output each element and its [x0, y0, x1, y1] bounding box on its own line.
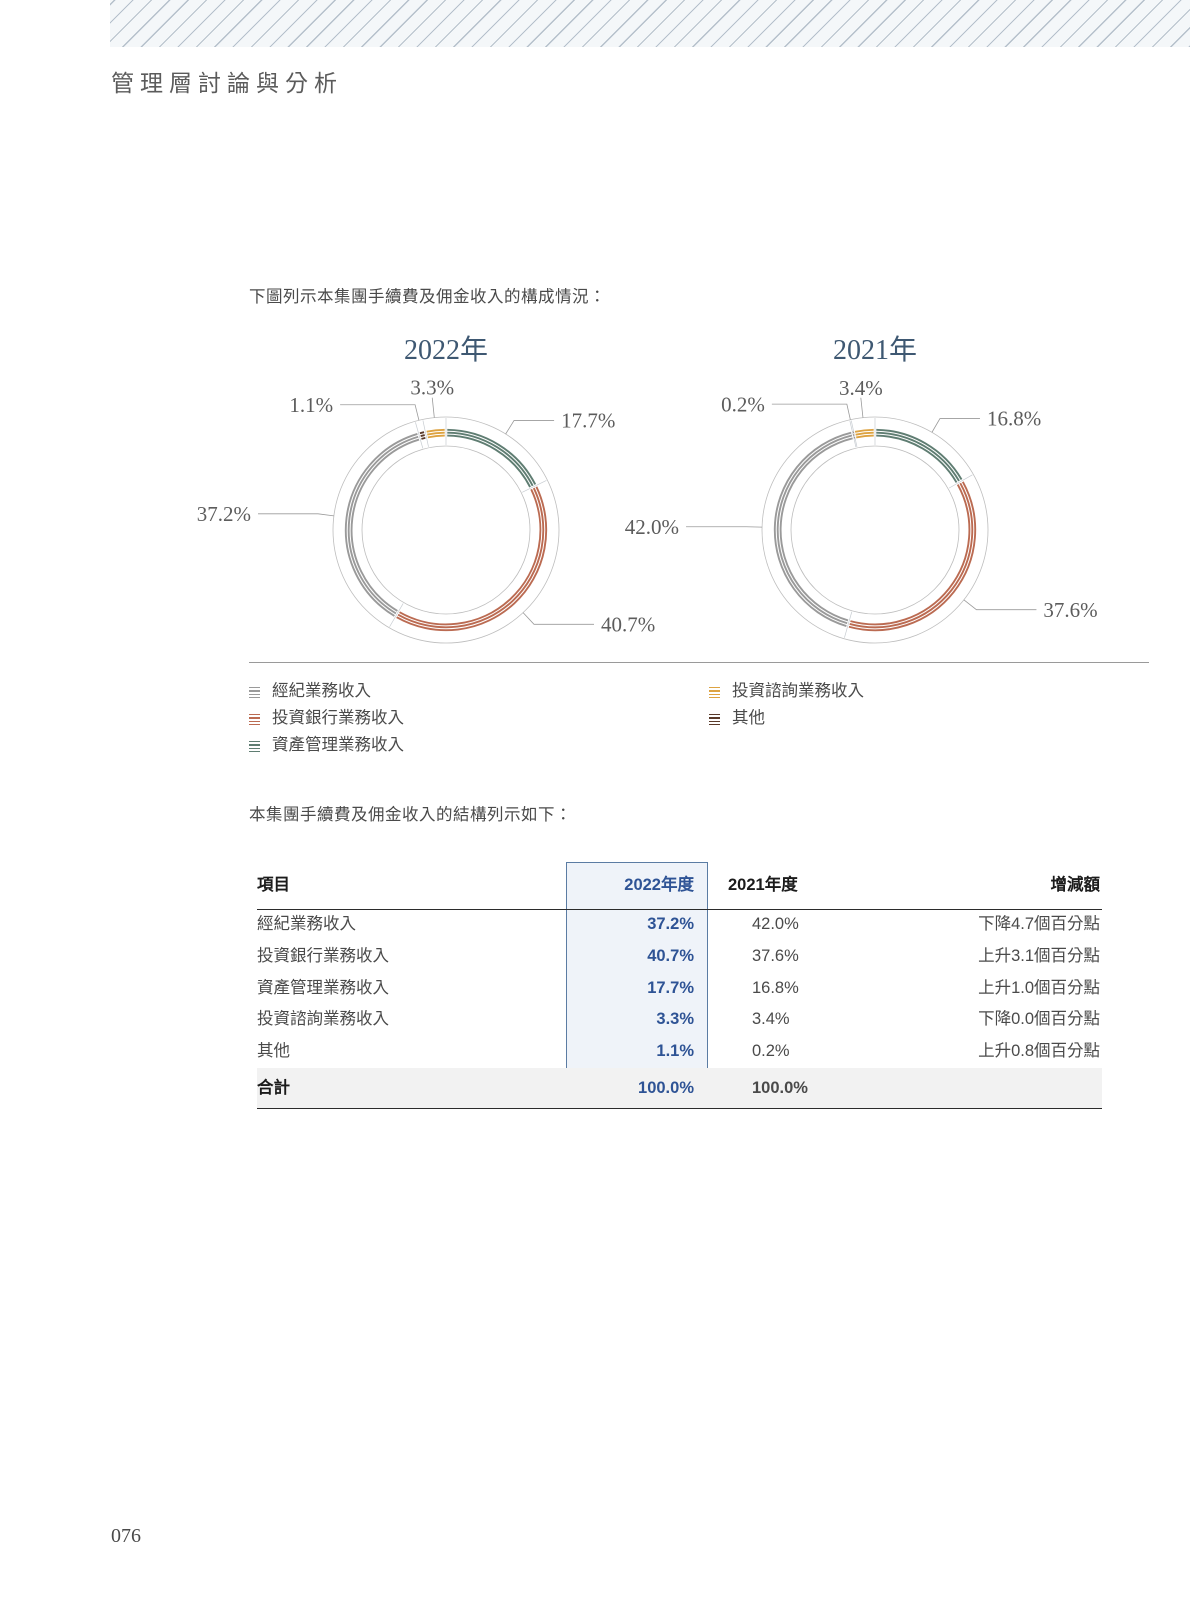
svg-text:40.7%: 40.7% — [601, 612, 655, 636]
svg-text:1.1%: 1.1% — [289, 393, 333, 417]
svg-text:2022年: 2022年 — [404, 334, 488, 366]
svg-text:0.2%: 0.2% — [721, 392, 765, 416]
svg-text:3.3%: 3.3% — [410, 376, 454, 400]
svg-text:42.0%: 42.0% — [625, 515, 679, 539]
svg-text:16.8%: 16.8% — [987, 407, 1041, 431]
svg-text:2021年: 2021年 — [833, 334, 917, 366]
svg-text:17.7%: 17.7% — [561, 409, 615, 433]
svg-text:37.6%: 37.6% — [1043, 598, 1097, 622]
svg-text:37.2%: 37.2% — [197, 502, 251, 526]
svg-text:3.4%: 3.4% — [839, 376, 883, 400]
